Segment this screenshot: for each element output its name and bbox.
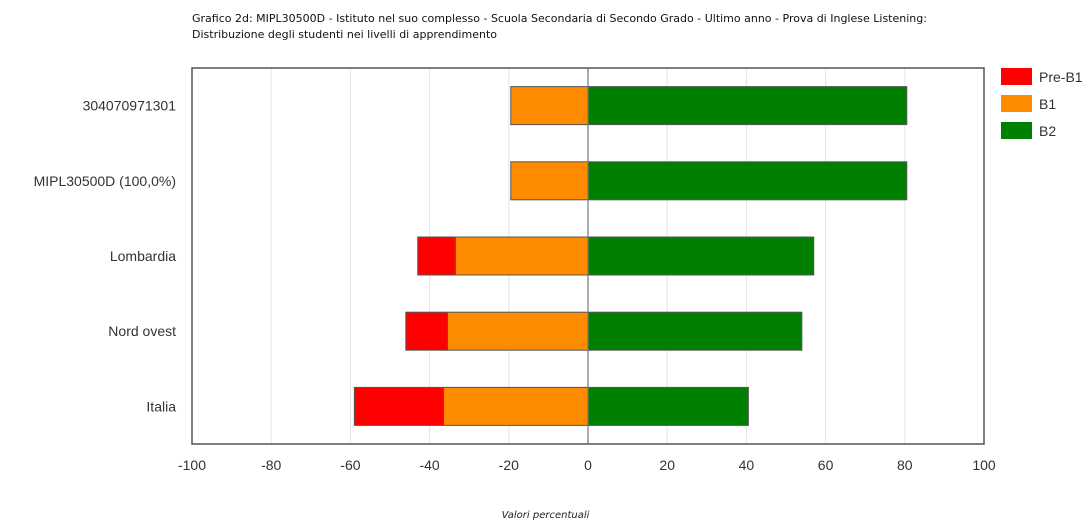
bar-b1 xyxy=(446,311,589,351)
bar-b2 xyxy=(587,386,749,426)
bar-b2 xyxy=(587,161,908,201)
chart-title-line-1: Grafico 2d: MIPL30500D - Istituto nel su… xyxy=(192,12,927,25)
legend-swatch-pre-b1 xyxy=(1001,68,1032,85)
x-tick-label: -40 xyxy=(419,457,439,473)
legend-label-b1: B1 xyxy=(1039,96,1056,112)
legend-swatch-b2 xyxy=(1001,122,1032,139)
x-tick-label: 20 xyxy=(659,457,675,473)
category-label: Nord ovest xyxy=(108,323,176,339)
x-tick-label: -20 xyxy=(499,457,519,473)
x-tick-label: 80 xyxy=(897,457,913,473)
legend-label-b2: B2 xyxy=(1039,123,1056,139)
x-tick-label: 60 xyxy=(818,457,834,473)
legend-swatch-b1 xyxy=(1001,95,1032,112)
plot-frame xyxy=(191,67,985,445)
bar-pre-b1 xyxy=(353,386,444,426)
bar-b2 xyxy=(587,86,908,126)
bar-b2 xyxy=(587,311,803,351)
category-label: 304070971301 xyxy=(83,98,177,114)
x-tick-label: -80 xyxy=(261,457,281,473)
chart-title-line-2: Distribuzione degli studenti nei livelli… xyxy=(192,28,497,41)
x-tick-label: -60 xyxy=(340,457,360,473)
bar-b1 xyxy=(442,386,589,426)
bar-b1 xyxy=(510,161,589,201)
legend-label-pre-b1: Pre-B1 xyxy=(1039,69,1083,85)
bar-pre-b1 xyxy=(405,311,448,351)
bar-b1 xyxy=(510,86,589,126)
x-tick-label: -100 xyxy=(178,457,206,473)
bar-b2 xyxy=(587,236,815,276)
bar-pre-b1 xyxy=(417,236,456,276)
bar-b1 xyxy=(454,236,589,276)
category-label: Lombardia xyxy=(110,248,176,264)
x-tick-label: 40 xyxy=(739,457,755,473)
chart-title: Grafico 2d: MIPL30500D - Istituto nel su… xyxy=(192,11,1072,43)
category-label: Italia xyxy=(146,398,176,414)
x-axis-label: Valori percentuali xyxy=(501,510,590,521)
x-tick-label: 0 xyxy=(584,457,592,473)
category-label: MIPL30500D (100,0%) xyxy=(34,173,176,189)
x-tick-label: 100 xyxy=(972,457,996,473)
